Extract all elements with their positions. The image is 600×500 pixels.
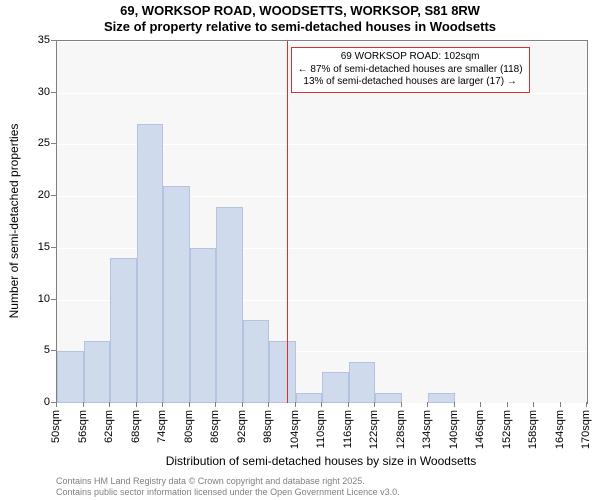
y-tick-mark	[51, 40, 56, 41]
histogram-bar	[163, 186, 190, 403]
x-tick-mark	[215, 402, 216, 407]
y-tick-label: 10	[28, 293, 50, 305]
x-tick-label: 68sqm	[130, 410, 142, 443]
x-tick-mark	[189, 402, 190, 407]
y-tick-label: 5	[28, 344, 50, 356]
x-tick-mark	[348, 402, 349, 407]
x-tick-mark	[560, 402, 561, 407]
footer-attribution: Contains HM Land Registry data © Crown c…	[56, 476, 400, 498]
footer-line-2: Contains public sector information licen…	[56, 487, 400, 498]
y-tick-mark	[51, 350, 56, 351]
title-line-2: Size of property relative to semi-detach…	[0, 19, 600, 35]
histogram-bar	[84, 341, 111, 403]
x-tick-label: 86sqm	[209, 410, 221, 443]
x-tick-label: 80sqm	[183, 410, 195, 443]
chart-title: 69, WORKSOP ROAD, WOODSETTS, WORKSOP, S8…	[0, 3, 600, 34]
y-tick-label: 35	[28, 34, 50, 46]
histogram-bar	[375, 393, 402, 403]
x-tick-mark	[401, 402, 402, 407]
x-tick-mark	[295, 402, 296, 407]
annotation-line: 13% of semi-detached houses are larger (…	[298, 76, 523, 89]
histogram-bar	[216, 207, 243, 404]
y-tick-mark	[51, 92, 56, 93]
y-tick-label: 15	[28, 241, 50, 253]
annotation-line: 69 WORKSOP ROAD: 102sqm	[298, 51, 523, 64]
histogram-bar	[349, 362, 376, 403]
x-tick-label: 140sqm	[448, 410, 460, 449]
x-tick-label: 50sqm	[50, 410, 62, 443]
histogram-bar	[428, 393, 455, 403]
histogram-bar	[296, 393, 323, 403]
y-tick-label: 20	[28, 189, 50, 201]
x-tick-label: 170sqm	[580, 410, 592, 449]
y-tick-label: 25	[28, 137, 50, 149]
y-axis-label: Number of semi-detached properties	[7, 124, 21, 319]
histogram-bar	[110, 258, 137, 403]
y-tick-mark	[51, 195, 56, 196]
x-tick-mark	[242, 402, 243, 407]
footer-line-1: Contains HM Land Registry data © Crown c…	[56, 476, 400, 487]
histogram-bar	[243, 320, 270, 403]
x-tick-mark	[162, 402, 163, 407]
x-tick-mark	[427, 402, 428, 407]
x-tick-mark	[454, 402, 455, 407]
x-tick-label: 98sqm	[262, 410, 274, 443]
histogram-bar	[322, 372, 349, 403]
x-tick-mark	[136, 402, 137, 407]
x-tick-label: 74sqm	[156, 410, 168, 443]
x-tick-mark	[480, 402, 481, 407]
title-line-1: 69, WORKSOP ROAD, WOODSETTS, WORKSOP, S8…	[0, 3, 600, 19]
plot-area: 69 WORKSOP ROAD: 102sqm← 87% of semi-det…	[56, 40, 588, 404]
x-tick-label: 146sqm	[474, 410, 486, 449]
x-tick-label: 134sqm	[421, 410, 433, 449]
annotation-line: ← 87% of semi-detached houses are smalle…	[298, 64, 523, 77]
x-tick-mark	[268, 402, 269, 407]
x-tick-label: 164sqm	[554, 410, 566, 449]
x-tick-label: 56sqm	[77, 410, 89, 443]
x-tick-label: 104sqm	[289, 410, 301, 449]
x-tick-label: 116sqm	[342, 410, 354, 448]
y-gridline	[57, 41, 587, 42]
x-tick-label: 92sqm	[236, 410, 248, 443]
x-tick-mark	[586, 402, 587, 407]
x-tick-label: 62sqm	[103, 410, 115, 443]
x-tick-mark	[83, 402, 84, 407]
x-tick-label: 158sqm	[527, 410, 539, 449]
y-gridline	[57, 93, 587, 94]
x-tick-label: 110sqm	[315, 410, 327, 448]
x-tick-mark	[533, 402, 534, 407]
x-tick-mark	[56, 402, 57, 407]
histogram-bar	[190, 248, 217, 403]
y-tick-label: 0	[28, 396, 50, 408]
x-tick-mark	[374, 402, 375, 407]
x-tick-mark	[109, 402, 110, 407]
x-tick-mark	[321, 402, 322, 407]
x-tick-label: 152sqm	[501, 410, 513, 449]
histogram-bar	[269, 341, 296, 403]
x-axis-label: Distribution of semi-detached houses by …	[166, 454, 477, 468]
y-tick-mark	[51, 299, 56, 300]
histogram-chart: 69, WORKSOP ROAD, WOODSETTS, WORKSOP, S8…	[0, 0, 600, 500]
x-tick-label: 128sqm	[395, 410, 407, 449]
y-tick-label: 30	[28, 86, 50, 98]
histogram-bar	[137, 124, 164, 403]
annotation-box: 69 WORKSOP ROAD: 102sqm← 87% of semi-det…	[291, 47, 530, 93]
x-tick-mark	[507, 402, 508, 407]
reference-line	[287, 41, 288, 403]
y-gridline	[57, 403, 587, 404]
y-tick-mark	[51, 247, 56, 248]
x-tick-label: 122sqm	[368, 410, 380, 449]
histogram-bar	[57, 351, 84, 403]
y-tick-mark	[51, 143, 56, 144]
